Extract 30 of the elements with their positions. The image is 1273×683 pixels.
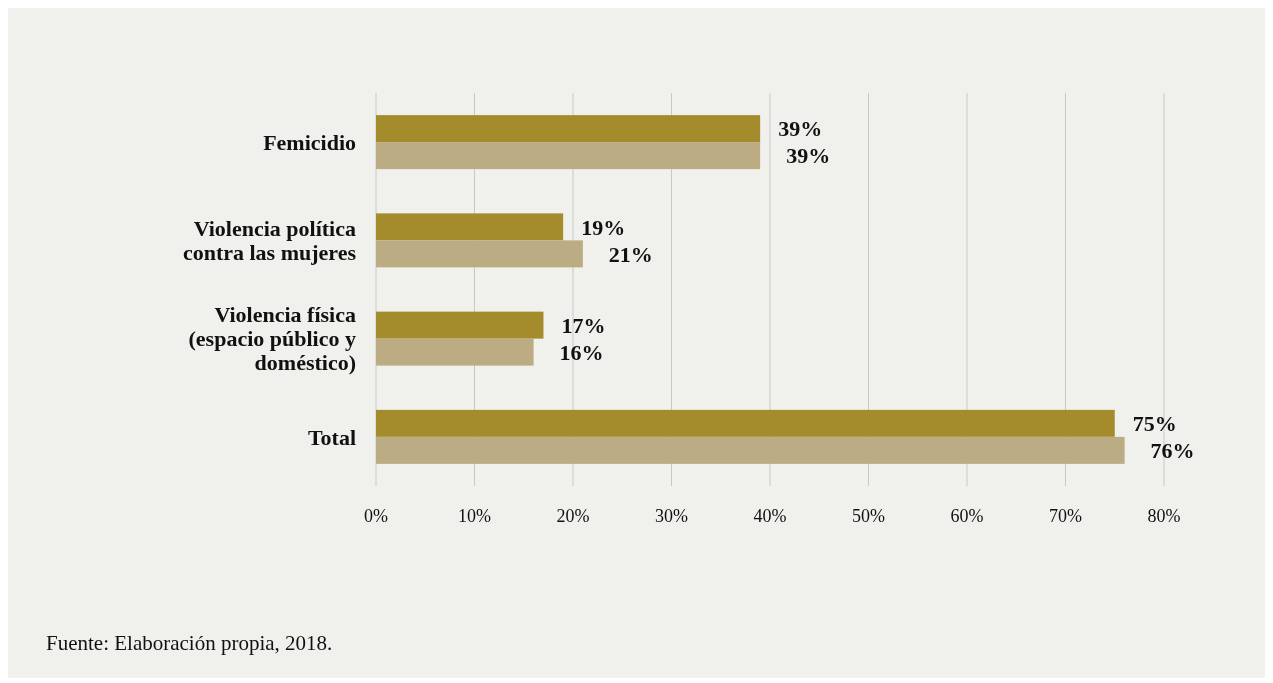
source-note: Fuente: Elaboración propia, 2018.	[46, 631, 333, 655]
bar	[376, 142, 761, 170]
y-tick-label: Violencia física (espacio público y doméstico)	[188, 302, 356, 376]
y-tick-label: Total	[307, 424, 356, 450]
x-tick-label: 60%	[950, 506, 984, 526]
x-tick-label: 10%	[458, 506, 491, 526]
data-label: 17%	[561, 312, 606, 338]
y-tick-label: Femicidio	[263, 129, 356, 155]
bar	[376, 213, 564, 241]
data-label: 75%	[1132, 411, 1177, 437]
data-label: 21%	[608, 241, 653, 267]
bar	[376, 436, 1125, 464]
bar	[376, 338, 534, 366]
x-tick-label: 0%	[364, 506, 388, 526]
x-tick-label: 30%	[655, 506, 688, 526]
x-tick-label: 20%	[556, 506, 590, 526]
data-label: 39%	[786, 143, 831, 169]
data-label: 16%	[559, 339, 604, 365]
y-tick-label: Violencia política contra las mujeres	[182, 216, 357, 266]
bar	[376, 240, 583, 268]
bar	[376, 311, 544, 339]
x-tick-label: 50%	[852, 506, 885, 526]
bar	[376, 115, 761, 143]
data-label: 39%	[778, 116, 823, 142]
x-tick-label: 80%	[1147, 506, 1181, 526]
x-tick-label: 70%	[1049, 506, 1082, 526]
data-label: 19%	[581, 214, 626, 240]
data-label: 76%	[1150, 438, 1195, 464]
x-tick-label: 40%	[753, 506, 787, 526]
bar	[376, 409, 1115, 437]
